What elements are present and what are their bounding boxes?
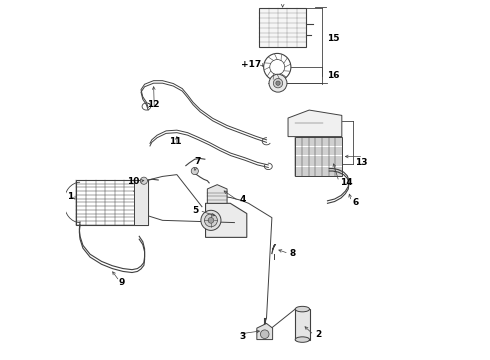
- Text: 6: 6: [353, 198, 359, 207]
- Circle shape: [140, 177, 147, 184]
- Text: 13: 13: [355, 158, 368, 167]
- Circle shape: [208, 217, 214, 223]
- Text: 4: 4: [240, 195, 246, 204]
- Circle shape: [276, 81, 280, 85]
- Text: 9: 9: [119, 278, 125, 287]
- Text: 1: 1: [67, 192, 73, 201]
- Bar: [76, 180, 148, 225]
- Text: 14: 14: [340, 178, 352, 187]
- Circle shape: [204, 214, 218, 227]
- Text: +17: +17: [241, 60, 261, 69]
- Text: 11: 11: [169, 137, 181, 146]
- Circle shape: [191, 167, 198, 175]
- Bar: [259, 8, 306, 47]
- Bar: [295, 136, 342, 176]
- Text: 10: 10: [127, 176, 139, 185]
- Bar: [295, 309, 310, 339]
- Ellipse shape: [295, 337, 310, 342]
- Text: 15: 15: [327, 34, 340, 43]
- Circle shape: [201, 210, 221, 230]
- Polygon shape: [288, 110, 342, 136]
- Text: 2: 2: [315, 330, 321, 339]
- Polygon shape: [207, 185, 227, 203]
- Bar: [134, 180, 148, 225]
- Text: 8: 8: [290, 249, 296, 258]
- Text: 16: 16: [327, 71, 340, 80]
- Ellipse shape: [295, 306, 310, 312]
- Text: 5: 5: [192, 206, 198, 215]
- Text: 12: 12: [147, 100, 159, 109]
- Circle shape: [269, 74, 287, 92]
- Polygon shape: [257, 323, 272, 339]
- Circle shape: [273, 78, 283, 88]
- Text: 3: 3: [239, 332, 245, 341]
- Circle shape: [260, 330, 269, 338]
- Polygon shape: [205, 203, 247, 237]
- Text: 7: 7: [194, 157, 200, 166]
